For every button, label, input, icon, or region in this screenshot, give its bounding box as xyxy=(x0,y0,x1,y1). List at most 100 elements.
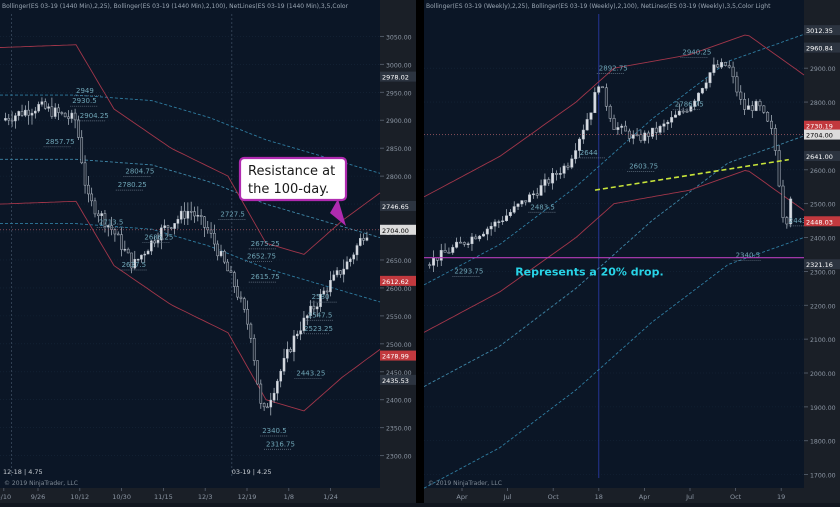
bollinger-100-upper xyxy=(423,33,805,286)
candle xyxy=(146,249,150,255)
level-text: 2523.25 xyxy=(304,325,333,333)
level-label: 2804.75 xyxy=(123,167,154,177)
candle-body xyxy=(133,258,137,269)
candle xyxy=(50,97,54,119)
candle-body xyxy=(309,305,312,316)
candle-body xyxy=(650,127,654,137)
level-text: 2443.25 xyxy=(296,370,325,378)
candle xyxy=(585,113,589,131)
candle xyxy=(10,111,14,127)
candle-body xyxy=(339,270,342,275)
candle-body xyxy=(512,206,516,213)
bollinger-100-mid xyxy=(0,158,381,239)
candle-body xyxy=(50,106,54,117)
candle xyxy=(474,234,478,240)
callout-box xyxy=(238,156,348,202)
price-tag-box xyxy=(380,200,416,211)
candle xyxy=(256,360,259,385)
candle-body xyxy=(120,234,123,250)
candle xyxy=(279,368,283,388)
level-label: 2443.25 xyxy=(294,370,325,379)
price-tag-text: 2612.62 xyxy=(382,278,409,286)
candle xyxy=(704,78,708,91)
candle-body xyxy=(183,210,186,219)
candle-body xyxy=(232,272,236,287)
candle-body xyxy=(631,134,635,139)
candle xyxy=(512,201,516,214)
candle-body xyxy=(781,185,785,218)
candle xyxy=(77,115,80,141)
candle-body xyxy=(735,76,739,93)
price-tag-text: 2704.00 xyxy=(382,227,409,235)
candle-body xyxy=(256,360,259,385)
candle xyxy=(551,168,555,190)
candle-body xyxy=(90,193,93,202)
candle-body xyxy=(458,241,462,244)
candle xyxy=(643,130,647,144)
candle xyxy=(727,60,731,69)
candle-body xyxy=(286,349,289,359)
price-tag-box xyxy=(804,259,840,270)
candle xyxy=(7,113,11,126)
candle xyxy=(493,219,497,232)
candle-body xyxy=(276,380,279,394)
level-label: 2644 xyxy=(577,149,606,159)
candle-body xyxy=(708,72,712,84)
bollinger-25-upper xyxy=(0,44,381,255)
candle xyxy=(140,254,143,263)
candle-body xyxy=(312,305,316,310)
candle xyxy=(193,206,196,223)
candle-body xyxy=(252,338,256,361)
candle-body xyxy=(520,200,524,205)
x-tick-label: 9/26 xyxy=(31,493,46,501)
y-tick-label: 2450.00 xyxy=(386,370,412,377)
price-tag-box xyxy=(380,71,416,82)
candle xyxy=(754,99,758,112)
candle xyxy=(302,311,306,334)
candle xyxy=(83,155,87,194)
candle xyxy=(27,100,30,125)
x-tick-label: 18 xyxy=(595,493,603,501)
candle xyxy=(720,58,724,69)
candle xyxy=(612,114,616,130)
candle-body xyxy=(447,251,451,254)
candle-body xyxy=(140,254,143,260)
candle-body xyxy=(554,173,558,175)
level-text: 2644 xyxy=(580,149,598,157)
left-footer-left: 12-18 | 4.75 xyxy=(3,468,43,476)
level-label: 2443.25 xyxy=(786,217,818,227)
candle xyxy=(196,206,200,222)
candle xyxy=(697,92,700,107)
left-chart-header: Bollinger(ES 03-19 (1440 Min),2,25), Bol… xyxy=(2,3,349,10)
candle xyxy=(781,179,785,223)
level-text: 2293.75 xyxy=(454,268,483,276)
level-label: 2340.5 xyxy=(733,252,762,262)
level-text: 2804.75 xyxy=(125,167,154,175)
candle-body xyxy=(501,220,505,223)
y-tick-label: 2600.00 xyxy=(810,168,836,175)
right-chart-header: Bollinger(ES 03-19 (Weekly),2,25), Bolli… xyxy=(426,3,771,10)
candle-body xyxy=(693,100,697,107)
candle xyxy=(773,124,777,156)
candle xyxy=(485,226,489,241)
candle-body xyxy=(485,228,489,235)
right-price-axis xyxy=(804,0,840,503)
candle xyxy=(578,137,581,158)
candle xyxy=(242,296,246,313)
price-tag: 2978.02 xyxy=(380,71,416,82)
right-chart-panel: 2900.002800.002700.002600.002500.002400.… xyxy=(423,0,840,503)
price-tag: 2435.53 xyxy=(380,374,416,385)
candle-body xyxy=(474,236,478,240)
candle-body xyxy=(249,323,253,339)
candle-body xyxy=(505,215,508,222)
candle xyxy=(292,330,296,362)
x-tick-label: Jul xyxy=(503,493,512,501)
price-tag-box xyxy=(380,224,416,235)
candle xyxy=(133,250,137,270)
level-text: 2443.25 xyxy=(789,217,818,225)
candle-body xyxy=(113,229,117,235)
price-tag-text: 2960.84 xyxy=(806,45,833,53)
candle xyxy=(73,108,77,129)
candle xyxy=(246,300,249,330)
candle-body xyxy=(578,138,581,151)
